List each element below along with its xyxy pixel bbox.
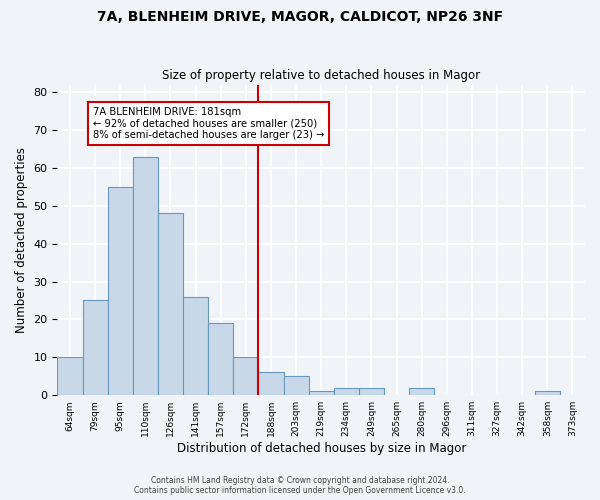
Bar <box>233 358 259 395</box>
Bar <box>133 156 158 395</box>
Bar <box>208 323 233 395</box>
Bar <box>308 392 334 395</box>
Bar <box>158 214 183 395</box>
Bar <box>183 296 208 395</box>
Bar <box>334 388 359 395</box>
Bar <box>83 300 107 395</box>
Bar <box>107 187 133 395</box>
Bar <box>359 388 384 395</box>
Bar <box>58 358 83 395</box>
Bar <box>259 372 284 395</box>
Bar <box>409 388 434 395</box>
Bar <box>284 376 308 395</box>
Text: 7A BLENHEIM DRIVE: 181sqm
← 92% of detached houses are smaller (250)
8% of semi-: 7A BLENHEIM DRIVE: 181sqm ← 92% of detac… <box>92 108 324 140</box>
X-axis label: Distribution of detached houses by size in Magor: Distribution of detached houses by size … <box>176 442 466 455</box>
Text: Contains HM Land Registry data © Crown copyright and database right 2024.
Contai: Contains HM Land Registry data © Crown c… <box>134 476 466 495</box>
Title: Size of property relative to detached houses in Magor: Size of property relative to detached ho… <box>162 69 480 82</box>
Text: 7A, BLENHEIM DRIVE, MAGOR, CALDICOT, NP26 3NF: 7A, BLENHEIM DRIVE, MAGOR, CALDICOT, NP2… <box>97 10 503 24</box>
Bar <box>535 392 560 395</box>
Y-axis label: Number of detached properties: Number of detached properties <box>15 147 28 333</box>
